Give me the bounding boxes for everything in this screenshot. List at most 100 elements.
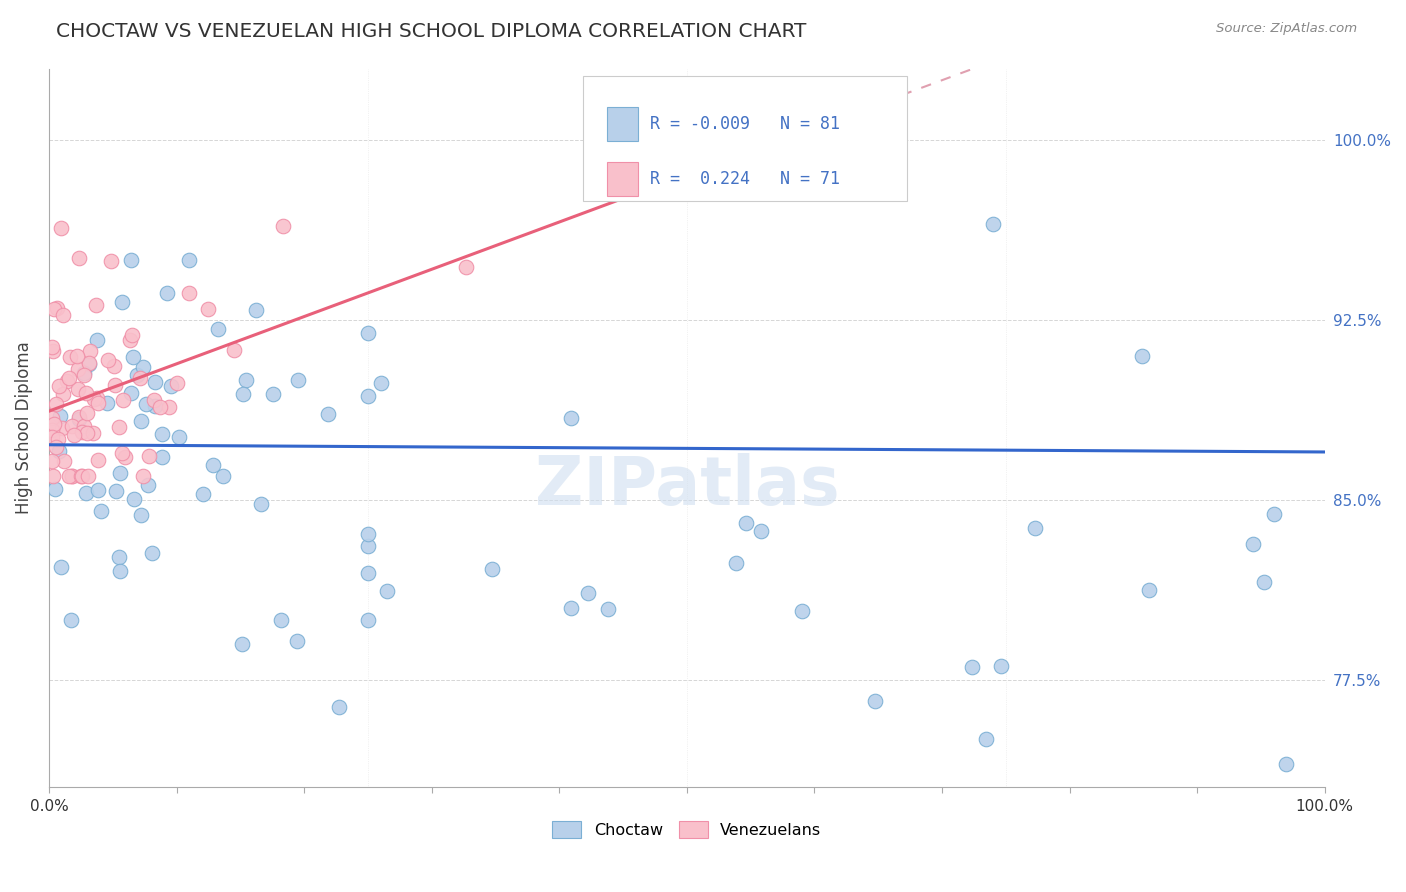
Point xyxy=(262,387,284,401)
Point xyxy=(41,340,63,354)
Point xyxy=(598,601,620,615)
Point xyxy=(87,453,110,467)
Point xyxy=(77,356,100,370)
Point xyxy=(108,420,131,434)
Point xyxy=(52,308,75,322)
Point xyxy=(122,491,145,506)
Point xyxy=(111,393,134,408)
Point xyxy=(159,401,181,415)
Point xyxy=(45,301,67,315)
Point xyxy=(120,386,142,401)
Point xyxy=(111,295,134,310)
Y-axis label: High School Diploma: High School Diploma xyxy=(15,342,32,515)
Point xyxy=(75,385,97,400)
Point xyxy=(1024,521,1046,535)
Point xyxy=(142,392,165,407)
Point xyxy=(70,469,93,483)
Point xyxy=(84,298,107,312)
Point xyxy=(79,343,101,358)
Point xyxy=(77,357,100,371)
Point xyxy=(58,371,80,385)
Text: CHOCTAW VS VENEZUELAN HIGH SCHOOL DIPLOMA CORRELATION CHART: CHOCTAW VS VENEZUELAN HIGH SCHOOL DIPLOM… xyxy=(56,22,807,41)
Point xyxy=(207,322,229,336)
Point xyxy=(1275,756,1298,771)
Text: Source: ZipAtlas.com: Source: ZipAtlas.com xyxy=(1216,22,1357,36)
Point xyxy=(143,375,166,389)
Point xyxy=(749,524,772,539)
Point xyxy=(960,660,983,674)
Point xyxy=(152,427,174,442)
Point xyxy=(86,391,108,405)
Point xyxy=(222,343,245,357)
Point xyxy=(44,417,66,432)
Point xyxy=(75,485,97,500)
Point xyxy=(58,469,80,483)
Point xyxy=(560,601,582,615)
Point xyxy=(576,586,599,600)
Point xyxy=(52,386,75,401)
Point xyxy=(212,469,235,483)
Point xyxy=(328,699,350,714)
Point xyxy=(141,546,163,560)
Point xyxy=(83,392,105,407)
Point xyxy=(41,423,63,437)
Point xyxy=(481,562,503,576)
Point xyxy=(111,446,134,460)
Point xyxy=(90,504,112,518)
Point xyxy=(53,454,76,468)
Point xyxy=(48,444,70,458)
Point xyxy=(250,497,273,511)
Point xyxy=(357,326,380,341)
Point xyxy=(66,361,89,376)
Point xyxy=(60,469,83,483)
Point xyxy=(44,302,66,317)
Point xyxy=(73,419,96,434)
Legend: Choctaw, Venezuelans: Choctaw, Venezuelans xyxy=(546,815,828,844)
Point xyxy=(357,613,380,627)
Point xyxy=(201,458,224,473)
Point xyxy=(67,410,90,425)
Point xyxy=(46,432,69,446)
Point xyxy=(287,373,309,387)
Point xyxy=(138,449,160,463)
Point xyxy=(132,469,155,483)
Point xyxy=(454,260,477,275)
Point xyxy=(197,301,219,316)
Point xyxy=(49,409,72,423)
Point xyxy=(65,349,87,363)
Point xyxy=(51,420,73,434)
Point xyxy=(1139,582,1161,597)
Point xyxy=(1263,507,1285,521)
Point xyxy=(129,414,152,428)
Point xyxy=(76,425,98,440)
Point xyxy=(285,634,308,648)
Point xyxy=(48,379,70,393)
Point xyxy=(725,556,748,570)
Point xyxy=(1253,575,1275,590)
Point xyxy=(97,352,120,367)
Point xyxy=(149,401,172,415)
Point xyxy=(41,343,63,358)
Point xyxy=(792,604,814,618)
Point xyxy=(82,425,104,440)
Point xyxy=(86,333,108,347)
Point xyxy=(735,516,758,530)
Point xyxy=(179,253,201,268)
Point xyxy=(270,613,292,627)
Point xyxy=(56,374,79,388)
Point xyxy=(177,285,200,300)
Point xyxy=(357,527,380,541)
Point xyxy=(134,397,156,411)
Point xyxy=(129,371,152,385)
Point xyxy=(191,487,214,501)
Point xyxy=(127,368,149,383)
Point xyxy=(49,220,72,235)
Point xyxy=(976,731,998,746)
Point xyxy=(122,350,145,364)
Point xyxy=(159,379,181,393)
Point xyxy=(41,411,63,425)
Point xyxy=(60,469,83,483)
Point xyxy=(60,419,83,434)
Point xyxy=(120,253,142,268)
Point xyxy=(560,411,582,425)
